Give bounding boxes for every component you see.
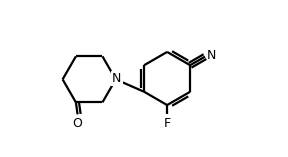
Text: O: O (73, 117, 83, 130)
Text: N: N (207, 49, 216, 62)
Text: F: F (164, 117, 171, 130)
Text: N: N (112, 72, 121, 85)
